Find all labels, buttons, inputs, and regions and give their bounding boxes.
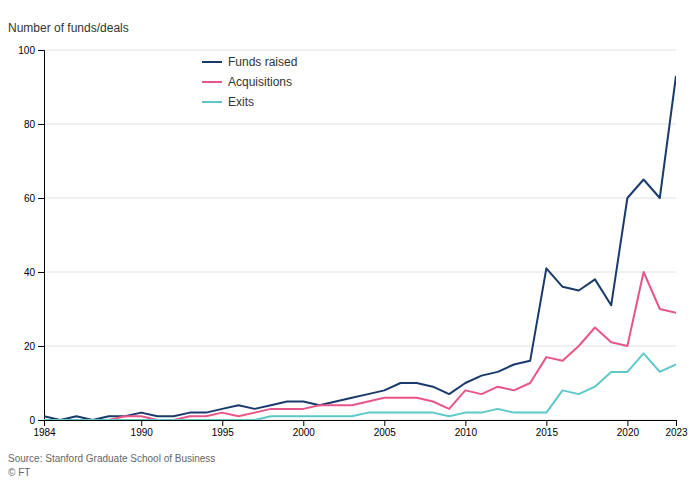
legend-label: Exits [228, 95, 254, 109]
chart-svg: 1984 1990 1995 2000 2005 2010 2015 2020 2023 0 20 4… [0, 0, 700, 486]
tick-label: 1990 [131, 427, 154, 438]
axis-line [38, 51, 45, 421]
tick-label: 2015 [536, 427, 559, 438]
tick-mark [546, 420, 547, 426]
legend-item: Funds raised [202, 55, 297, 69]
annotation: © FT [8, 467, 30, 478]
annotation: Source: Stanford Graduate School of Busi… [8, 453, 215, 464]
tick: 80 [24, 119, 44, 130]
tick: 1995 [212, 420, 235, 438]
legend-swatch [202, 61, 222, 63]
tick: 2010 [455, 420, 478, 438]
tick-label: 60 [24, 193, 36, 204]
tick-label: 20 [24, 341, 36, 352]
axis-line [45, 421, 677, 427]
tick-mark [141, 420, 142, 426]
grid [44, 50, 676, 420]
tick: 2005 [374, 420, 397, 438]
x-axis: 1984 1990 1995 2000 2005 2010 2015 2020 2023 [33, 420, 688, 438]
tick: 1984 [33, 420, 56, 438]
grid-line [44, 198, 676, 199]
tick: 60 [24, 193, 44, 204]
legend: Funds raised Acquisitions Exits [202, 55, 297, 109]
tick: 100 [18, 45, 44, 56]
tick-label: 1995 [212, 427, 235, 438]
legend-label: Acquisitions [228, 75, 292, 89]
series-line [44, 272, 676, 420]
tick: 20 [24, 341, 44, 352]
tick-mark [384, 420, 385, 426]
tick-label: 1984 [33, 427, 56, 438]
series-line [44, 76, 676, 420]
legend-item: Acquisitions [202, 75, 292, 89]
tick-label: 100 [18, 45, 35, 56]
tick-mark [222, 420, 223, 426]
tick: 40 [24, 267, 44, 278]
tick-mark [676, 420, 677, 426]
tick-label: 40 [24, 267, 36, 278]
tick-label: 0 [29, 415, 35, 426]
tick-label: 2023 [665, 427, 688, 438]
grid-line [44, 272, 676, 273]
tick-mark [38, 50, 44, 51]
tick-mark [38, 420, 44, 421]
legend-swatch [202, 81, 222, 83]
legend-label: Funds raised [228, 55, 297, 69]
tick-mark [38, 198, 44, 199]
grid-line [44, 346, 676, 347]
tick-mark [465, 420, 466, 426]
tick: 2020 [617, 420, 640, 438]
tick-label: 80 [24, 119, 36, 130]
chart-container: 1984 1990 1995 2000 2005 2010 2015 2020 2023 0 20 4… [0, 0, 700, 486]
tick-mark [38, 272, 44, 273]
tick-mark [627, 420, 628, 426]
plot-area: 1984 1990 1995 2000 2005 2010 2015 2020 2023 0 20 4… [18, 45, 688, 438]
tick-mark [303, 420, 304, 426]
legend-swatch [202, 101, 222, 103]
tick-label: 2005 [374, 427, 397, 438]
tick: 2015 [536, 420, 559, 438]
axis-title: Number of funds/deals [8, 21, 129, 35]
tick-mark [38, 346, 44, 347]
series-line [44, 353, 676, 420]
tick: 1990 [131, 420, 154, 438]
tick: 0 [29, 415, 44, 426]
tick: 2023 [665, 420, 688, 438]
legend-item: Exits [202, 95, 254, 109]
grid-line [44, 124, 676, 125]
lines [44, 76, 676, 420]
tick-mark [38, 124, 44, 125]
y-axis: 0 20 40 60 80 100 [18, 45, 44, 426]
tick-label: 2000 [293, 427, 316, 438]
tick-label: 2020 [617, 427, 640, 438]
tick-label: 2010 [455, 427, 478, 438]
grid-line [44, 50, 676, 51]
tick: 2000 [293, 420, 316, 438]
